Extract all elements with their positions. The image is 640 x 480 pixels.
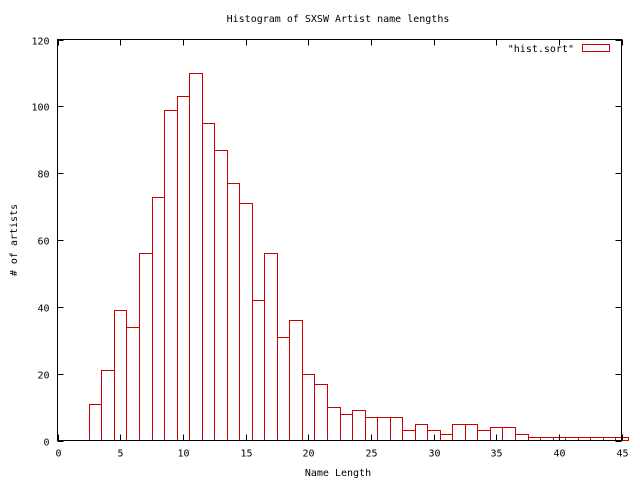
x-tick-label: 10: [177, 449, 189, 460]
histogram-bar: [264, 253, 278, 441]
histogram-bar: [390, 417, 403, 441]
histogram-bar: [101, 370, 115, 441]
y-tick-label: 60: [37, 237, 49, 248]
histogram-bar: [352, 410, 366, 441]
histogram-bar: [114, 310, 127, 441]
histogram-bar: [502, 427, 516, 441]
histogram-bar: [214, 150, 228, 441]
legend-label: "hist.sort": [508, 44, 574, 55]
histogram-bar: [377, 417, 391, 441]
y-tick-label: 100: [31, 103, 49, 114]
y-tick-label: 120: [31, 37, 49, 48]
histogram-bar: [177, 96, 190, 441]
histogram-bar: [227, 183, 240, 441]
histogram-bar: [89, 404, 102, 441]
bars-group: [89, 73, 629, 441]
histogram-bar: [302, 374, 315, 441]
x-tick-label: 40: [553, 449, 565, 460]
histogram-bar: [465, 424, 478, 441]
legend-swatch: [582, 44, 610, 52]
x-tick-label: 35: [490, 449, 502, 460]
x-tick-label: 0: [55, 449, 61, 460]
histogram-bar: [189, 73, 203, 441]
x-tick-label: 25: [365, 449, 377, 460]
x-axis-ticks: 0 5 10 15 20 25 30 35 40 45: [55, 39, 629, 460]
x-tick-label: 30: [428, 449, 440, 460]
chart-title: Histogram of SXSW Artist name lengths: [227, 14, 450, 25]
y-tick-label: 0: [43, 438, 49, 449]
x-axis-label: Name Length: [305, 468, 371, 479]
histogram-bar: [277, 337, 290, 441]
x-tick-label: 45: [616, 449, 628, 460]
y-tick-label: 80: [37, 170, 49, 181]
x-tick-label: 5: [117, 449, 123, 460]
histogram-bar: [252, 300, 265, 441]
histogram-bar: [415, 424, 428, 441]
histogram-bar: [202, 123, 215, 441]
histogram-bar: [164, 110, 178, 441]
histogram-bar: [152, 197, 165, 441]
histogram-bar: [515, 434, 529, 441]
x-tick-label: 15: [240, 449, 252, 460]
histogram-bar: [327, 407, 341, 441]
histogram-bar: [126, 327, 140, 441]
y-tick-label: 20: [37, 371, 49, 382]
plot-frame: [57, 39, 622, 441]
histogram-bar: [314, 384, 328, 441]
histogram-bar: [452, 424, 466, 441]
y-axis-ticks: 0 20 40 60 80 100 120: [31, 37, 622, 449]
histogram-bar: [402, 430, 416, 441]
histogram-bar: [139, 253, 153, 441]
y-axis-label: # of artists: [9, 204, 20, 276]
histogram-bar: [289, 320, 303, 441]
histogram-bar: [239, 203, 253, 441]
histogram-bar: [440, 434, 453, 441]
x-tick-label: 20: [302, 449, 314, 460]
legend: "hist.sort": [508, 44, 610, 55]
y-tick-label: 40: [37, 304, 49, 315]
histogram-bar: [477, 430, 491, 441]
histogram-bar: [340, 414, 353, 441]
